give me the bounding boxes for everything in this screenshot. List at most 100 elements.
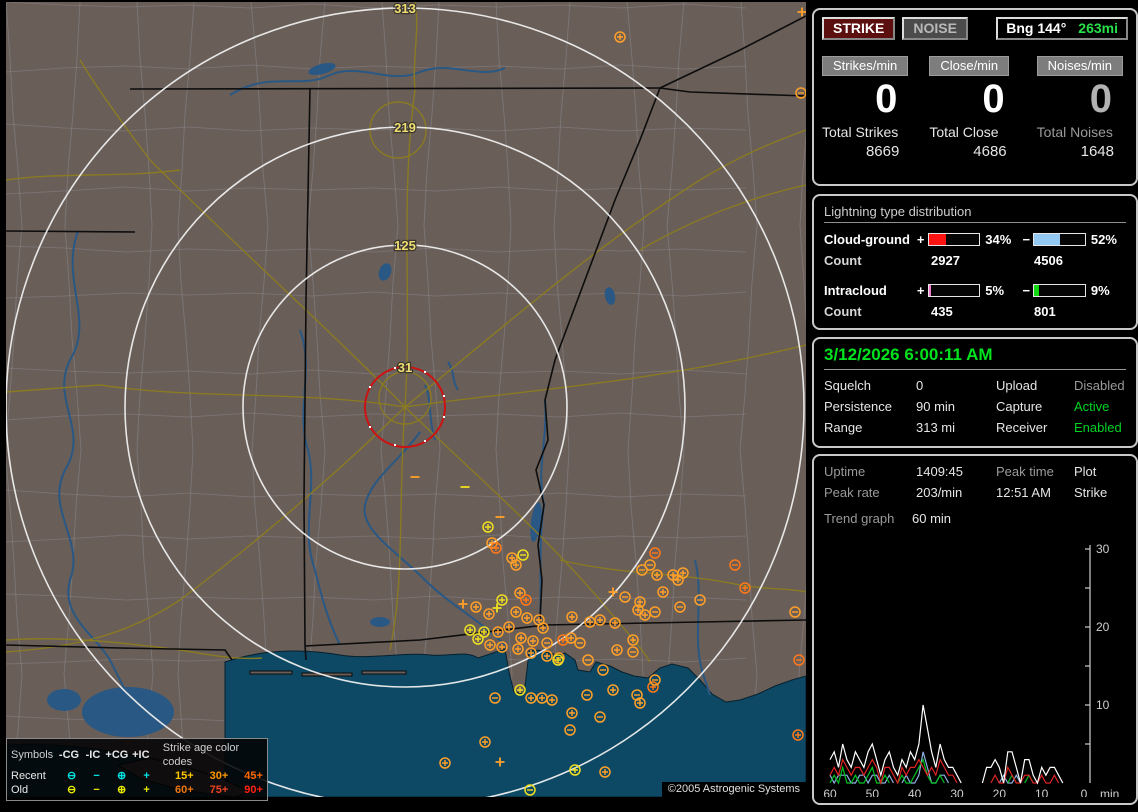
stats-grid: Uptime 1409:45 Peak time Plot Peak rate … xyxy=(814,456,1136,500)
strike-symbol-cg+ xyxy=(484,639,496,651)
legend-col-cg-pos: +CG xyxy=(105,749,129,761)
capture-label: Capture xyxy=(996,399,1043,414)
status-grid: Squelch 0 Upload Disabled Persistence 90… xyxy=(814,370,1136,435)
range-value: 313 mi xyxy=(916,420,956,435)
strike-symbol-cg+ xyxy=(634,697,646,709)
strike-symbol-cg- xyxy=(636,564,648,576)
ic-pos-count: 435 xyxy=(931,304,953,319)
strike-symbol-cg- xyxy=(619,591,631,603)
minus-sign: − xyxy=(1022,232,1031,247)
strike-symbol-cg+ xyxy=(792,729,804,741)
map-canvas[interactable]: 313 219 125 31 xyxy=(6,2,806,797)
cloud-ground-count-row: Count 2927 4506 xyxy=(824,253,1126,268)
strikes-per-min-value: 0 xyxy=(875,77,898,121)
strike-symbol-ic+ xyxy=(458,599,468,609)
strike-symbol-cg+ xyxy=(627,634,639,646)
counters-panel: STRIKE NOISE Bng 144° 263mi Strikes/min 0… xyxy=(812,8,1138,186)
strike-age-code: 15+ xyxy=(175,770,194,782)
strike-symbol-cg- xyxy=(581,689,593,701)
strike-symbol-cg- xyxy=(694,594,706,606)
trend-graph-chart: 10 20 30 60 50 40 30 20 10 0 min xyxy=(823,542,1119,797)
strike-symbol-cg+ xyxy=(514,684,526,696)
svg-text:30: 30 xyxy=(1096,542,1110,556)
strike-symbol-cg+ xyxy=(512,643,524,655)
strike-symbol-cg+ xyxy=(492,626,504,638)
state-borders xyxy=(6,15,806,661)
lightning-map[interactable]: 313 219 125 31 Symbols -CG -IC +CG +IC S… xyxy=(6,2,806,801)
strike-symbol-cg- xyxy=(489,692,501,704)
strike-symbol-cg+ xyxy=(651,569,663,581)
strike-symbol-cg+ xyxy=(515,632,527,644)
strike-symbol-cg+ xyxy=(672,574,684,586)
cg-negative-symbol-icon: ⊖ xyxy=(66,770,77,782)
peak-time-value: 12:51 AM xyxy=(996,485,1051,500)
strike-symbol-cg+ xyxy=(557,634,569,646)
svg-text:60: 60 xyxy=(823,787,837,797)
cg-negative-symbol-icon: ⊖ xyxy=(66,784,77,796)
strike-symbol-cg+ xyxy=(482,521,494,533)
strike-age-code: 30+ xyxy=(209,770,229,782)
strike-symbol-cg- xyxy=(582,654,594,666)
copyright-text: ©2005 Astrogenic Systems xyxy=(661,782,806,797)
ic-neg-bar xyxy=(1033,284,1086,297)
datetime-display: 3/12/2026 6:00:11 AM xyxy=(824,345,1126,370)
strike-symbol-cg+ xyxy=(537,622,549,634)
strike-button[interactable]: STRIKE xyxy=(822,17,896,40)
squelch-value: 0 xyxy=(916,378,924,393)
close-counter-column: Close/min 0 Total Close 4686 xyxy=(921,56,1028,160)
strike-symbol-ic+ xyxy=(492,603,502,613)
ic-negative-symbol-icon: − xyxy=(93,770,100,782)
peak-time-label: Peak time xyxy=(996,464,1054,479)
trend-panel: Uptime 1409:45 Peak time Plot Peak rate … xyxy=(812,454,1138,805)
strike-symbol-cg- xyxy=(644,559,656,571)
strike-symbol-cg- xyxy=(627,646,639,658)
strikes-counter-column: Strikes/min 0 Total Strikes 8669 xyxy=(814,56,921,160)
strike-symbol-cg+ xyxy=(527,635,539,647)
svg-text:20: 20 xyxy=(993,787,1007,797)
strike-symbol-cg- xyxy=(517,549,529,561)
intracloud-count-row: Count 435 801 xyxy=(824,304,1126,319)
strike-symbol-cg+ xyxy=(510,606,522,618)
plot-mode-label: Plot xyxy=(1074,464,1097,479)
trend-graph-label: Trend graph xyxy=(824,511,895,526)
count-label: Count xyxy=(824,253,862,268)
strike-age-code: 75+ xyxy=(209,784,229,796)
strikes-per-min-chip[interactable]: Strikes/min xyxy=(822,56,909,76)
strike-symbol-cg+ xyxy=(614,31,626,43)
plus-sign: + xyxy=(916,283,925,298)
capture-status: Active xyxy=(1074,399,1110,414)
strike-symbol-cg+ xyxy=(566,707,578,719)
strike-symbol-cg+ xyxy=(496,594,508,606)
squelch-label: Squelch xyxy=(824,378,871,393)
svg-text:40: 40 xyxy=(908,787,922,797)
noises-per-min-chip[interactable]: Noises/min xyxy=(1036,56,1123,76)
strike-symbol-cg+ xyxy=(483,608,495,620)
ic-positive-symbol-icon: + xyxy=(143,770,150,782)
ic-negative-symbol-icon: − xyxy=(93,784,100,796)
strike-symbol-cg+ xyxy=(479,736,491,748)
strike-symbol-cg+ xyxy=(514,587,526,599)
close-per-min-chip[interactable]: Close/min xyxy=(929,56,1010,76)
strike-symbol-cg- xyxy=(541,637,553,649)
ic-neg-pct: 9% xyxy=(1090,283,1110,298)
strike-symbol-cg- xyxy=(597,664,609,676)
strike-symbol-cg+ xyxy=(510,559,522,571)
intracloud-row: Intracloud + 5% − 9% xyxy=(824,283,1126,298)
legend-age-class-label: Recent xyxy=(11,770,46,782)
peak-rate-label: Peak rate xyxy=(824,485,880,500)
strike-symbol-cg+ xyxy=(496,641,508,653)
strike-symbol-ic+ xyxy=(797,7,806,17)
plot-mode-value: Strike xyxy=(1074,485,1108,500)
minus-sign: − xyxy=(1022,283,1031,298)
upload-status: Disabled xyxy=(1074,378,1125,393)
persistence-label: Persistence xyxy=(824,399,892,414)
lakes-layer xyxy=(47,62,616,737)
strike-symbol-cg+ xyxy=(521,612,533,624)
svg-text:0: 0 xyxy=(1081,787,1088,797)
strike-symbol-cg- xyxy=(649,674,661,686)
legend-col-cg-neg: -CG xyxy=(58,749,80,761)
noise-button[interactable]: NOISE xyxy=(902,17,968,40)
trend-graph-row: Trend graph 60 min xyxy=(814,511,1136,526)
total-strikes-value: 8669 xyxy=(865,143,900,160)
